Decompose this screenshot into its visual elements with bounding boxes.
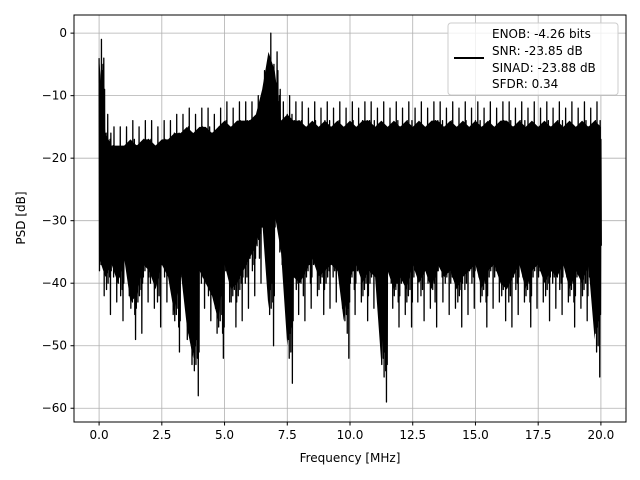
x-tick-label: 15.0	[462, 428, 489, 442]
x-axis: 0.0 2.5 5.0 7.5 10.0 12.5 15.0 17.5 20.0	[90, 422, 615, 442]
x-tick-label: 5.0	[215, 428, 234, 442]
y-tick-label: −30	[42, 214, 67, 228]
legend-snr: SNR: -23.85 dB	[492, 44, 583, 58]
y-tick-label: −40	[42, 276, 67, 290]
y-tick-label: −60	[42, 401, 67, 415]
legend-box	[447, 22, 619, 96]
psd-line	[98, 32, 602, 403]
x-axis-label: Frequency [MHz]	[300, 451, 401, 465]
y-axis: 0 −10 −20 −30 −40 −50 −60	[42, 26, 74, 415]
legend-enob: ENOB: -4.26 bits	[492, 27, 591, 41]
y-tick-label: −20	[42, 151, 67, 165]
x-tick-label: 20.0	[588, 428, 615, 442]
legend-sinad: SINAD: -23.88 dB	[492, 61, 596, 75]
legend: ENOB: -4.26 bits SNR: -23.85 dB SINAD: -…	[447, 22, 619, 96]
y-tick-label: −10	[42, 89, 67, 103]
legend-sfdr: SFDR: 0.34	[492, 77, 558, 91]
x-tick-label: 2.5	[152, 428, 171, 442]
x-tick-label: 0.0	[90, 428, 109, 442]
y-axis-label: PSD [dB]	[14, 191, 28, 244]
x-tick-label: 12.5	[399, 428, 426, 442]
x-tick-label: 7.5	[278, 428, 297, 442]
y-tick-label: −50	[42, 339, 67, 353]
psd-series	[98, 32, 602, 403]
y-tick-label: 0	[59, 26, 67, 40]
x-tick-label: 10.0	[337, 428, 364, 442]
x-tick-label: 17.5	[525, 428, 552, 442]
